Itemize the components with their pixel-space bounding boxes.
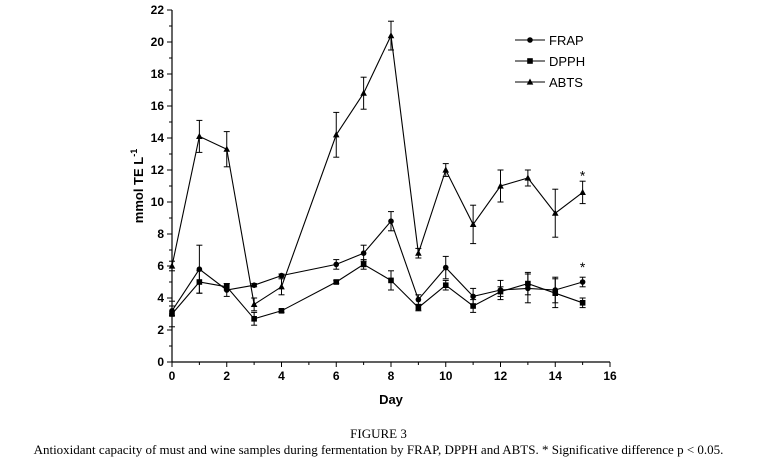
y-tick-label: 18 xyxy=(151,67,165,81)
y-tick-label: 12 xyxy=(151,163,165,177)
data-point xyxy=(196,132,203,139)
y-tick-label: 10 xyxy=(151,195,165,209)
series-line-dpph xyxy=(171,263,583,320)
legend: FRAP DPPH ABTS xyxy=(515,33,585,90)
data-point xyxy=(442,264,449,271)
series-layer xyxy=(168,20,586,328)
x-tick-label: 16 xyxy=(603,369,617,383)
figure-caption: Antioxidant capacity of must and wine sa… xyxy=(33,442,724,457)
data-point xyxy=(360,250,367,256)
chart: 0 2 4 6 8 10 12 14 16 0 2 4 6 8 10 12 14 16 18 20 22 FRAP DP… xyxy=(129,3,617,407)
significance-star: * xyxy=(580,168,586,184)
data-point xyxy=(332,131,340,138)
data-point xyxy=(442,282,449,288)
data-point xyxy=(250,300,258,307)
data-point xyxy=(579,279,586,285)
y-axis-title-sup: -1 xyxy=(129,149,139,157)
data-point xyxy=(415,296,422,303)
data-point xyxy=(469,220,477,227)
legend-label: ABTS xyxy=(549,75,583,90)
series-abts xyxy=(168,20,586,312)
legend-item-frap: FRAP xyxy=(515,33,584,48)
data-point xyxy=(497,182,504,189)
significance-star: * xyxy=(580,259,586,275)
x-tick-label: 10 xyxy=(439,369,453,383)
y-axis-title-main: mmol TE L xyxy=(131,157,146,224)
x-tick-label: 4 xyxy=(278,369,285,383)
figure-label: FIGURE 3 xyxy=(350,426,407,441)
y-tick-label: 2 xyxy=(157,323,164,337)
series-line-frap xyxy=(171,220,583,312)
data-point xyxy=(223,284,230,290)
data-point xyxy=(470,293,476,300)
series-frap xyxy=(169,211,586,317)
annotations: ** xyxy=(580,168,586,275)
data-point xyxy=(168,262,176,269)
data-point xyxy=(278,283,285,290)
data-point xyxy=(360,261,367,268)
data-point xyxy=(387,32,395,39)
x-axis: 0 2 4 6 8 10 12 14 16 xyxy=(169,361,617,383)
legend-label: DPPH xyxy=(549,54,585,69)
data-point xyxy=(551,209,559,216)
x-tick-label: 6 xyxy=(333,369,340,383)
data-point xyxy=(579,188,586,195)
data-point xyxy=(333,279,340,285)
x-tick-label: 12 xyxy=(494,369,508,383)
data-point xyxy=(388,277,394,284)
data-point xyxy=(278,272,285,279)
data-point xyxy=(470,303,476,309)
series-line-abts xyxy=(171,33,583,306)
y-tick-label: 22 xyxy=(151,3,165,17)
data-point xyxy=(251,316,257,322)
y-tick-label: 8 xyxy=(157,227,164,241)
data-point xyxy=(552,290,559,296)
data-point xyxy=(360,89,367,96)
data-point xyxy=(333,261,340,268)
legend-item-abts: ABTS xyxy=(515,75,583,90)
legend-marker xyxy=(526,78,534,85)
y-tick-label: 20 xyxy=(151,35,165,49)
data-point xyxy=(251,282,257,289)
data-point xyxy=(415,304,422,311)
legend-label: FRAP xyxy=(549,33,584,48)
y-tick-label: 6 xyxy=(157,259,164,273)
data-point xyxy=(524,174,532,181)
data-point xyxy=(388,218,394,224)
data-point xyxy=(415,249,422,256)
series-dpph xyxy=(169,259,586,328)
x-tick-label: 0 xyxy=(169,369,176,383)
data-point xyxy=(579,300,586,306)
x-tick-label: 8 xyxy=(388,369,395,383)
data-point xyxy=(497,288,504,295)
data-point xyxy=(278,308,285,314)
y-tick-label: 16 xyxy=(151,99,165,113)
data-point xyxy=(525,280,531,287)
y-tick-label: 14 xyxy=(151,131,165,145)
legend-marker xyxy=(527,58,533,64)
data-point xyxy=(169,311,175,317)
data-point xyxy=(196,279,203,285)
y-axis: 0 2 4 6 8 10 12 14 16 18 20 22 xyxy=(151,3,173,369)
y-axis-title: mmol TE L-1 xyxy=(129,149,146,223)
y-tick-label: 4 xyxy=(157,291,164,305)
x-tick-label: 14 xyxy=(549,369,563,383)
legend-item-dpph: DPPH xyxy=(515,54,585,69)
x-axis-title: Day xyxy=(379,392,404,407)
y-tick-label: 0 xyxy=(157,355,164,369)
legend-marker xyxy=(527,37,533,43)
data-point xyxy=(223,145,231,152)
x-tick-label: 2 xyxy=(223,369,230,383)
data-point xyxy=(442,166,450,173)
